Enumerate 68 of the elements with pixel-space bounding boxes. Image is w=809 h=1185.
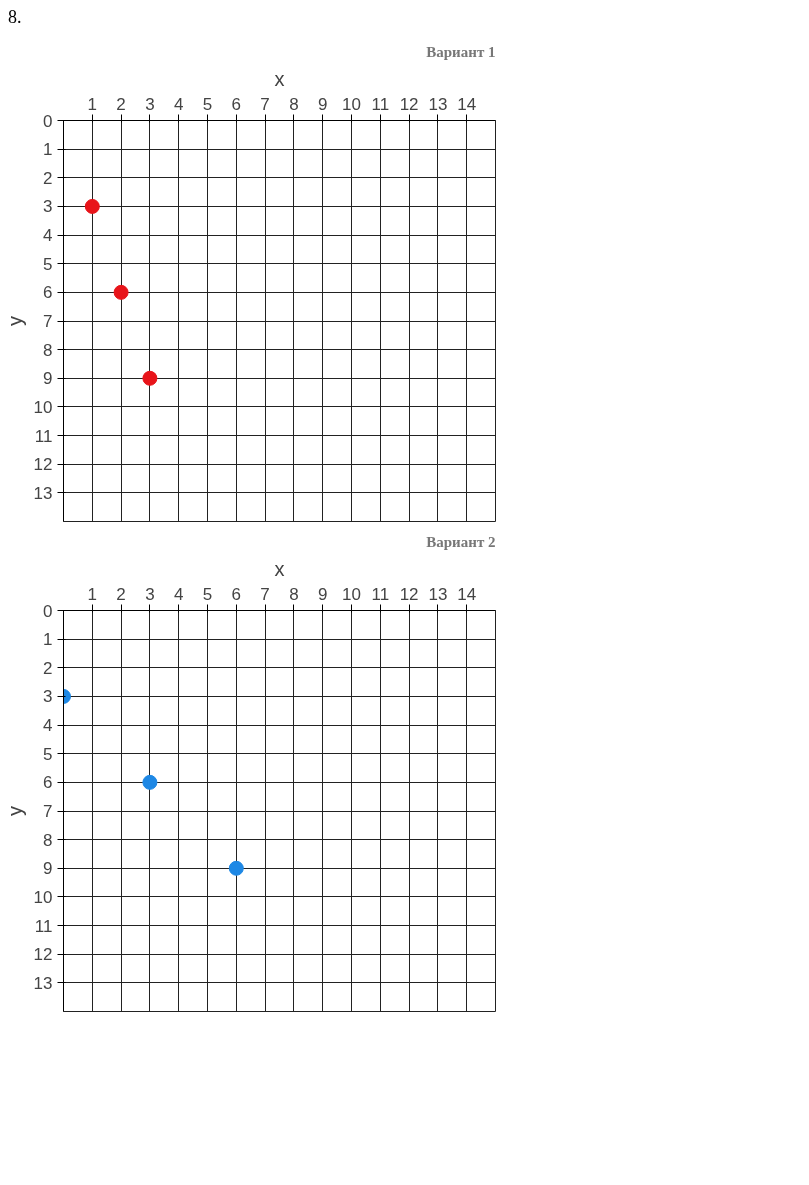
point bbox=[113, 284, 129, 300]
point bbox=[142, 774, 158, 790]
y-tick-label: 8 bbox=[43, 830, 53, 850]
y-tick-label: 1 bbox=[43, 139, 53, 159]
x-tick-label: 13 bbox=[428, 584, 448, 604]
x-tick-label: 1 bbox=[87, 584, 98, 604]
y-tick-label: 11 bbox=[34, 916, 53, 936]
y-tick-label: 11 bbox=[34, 426, 53, 446]
y-tick-label: 8 bbox=[43, 340, 53, 360]
y-tick-label: 5 bbox=[43, 254, 53, 274]
point bbox=[142, 370, 158, 386]
x-tick-label: 10 bbox=[342, 584, 361, 604]
y-axis-title: y bbox=[3, 805, 26, 816]
x-tick-label: 6 bbox=[231, 94, 242, 114]
x-tick-label: 5 bbox=[202, 94, 213, 114]
x-tick-label: 8 bbox=[289, 584, 299, 604]
y-tick-label: 4 bbox=[43, 715, 53, 735]
x-tick-label: 12 bbox=[399, 584, 419, 604]
x-tick-label: 12 bbox=[399, 94, 419, 114]
y-tick-label: 2 bbox=[43, 168, 53, 188]
y-tick-label: 0 bbox=[43, 601, 53, 621]
x-tick-label: 3 bbox=[145, 94, 155, 114]
x-tick-label: 11 bbox=[371, 94, 390, 114]
x-tick-label: 11 bbox=[371, 584, 390, 604]
y-tick-label: 3 bbox=[43, 197, 53, 217]
x-tick-label: 6 bbox=[231, 584, 242, 604]
x-tick-label: 1 bbox=[87, 94, 98, 114]
y-tick-label: 5 bbox=[43, 744, 53, 764]
x-axis-title: x bbox=[274, 557, 285, 580]
y-tick-label: 10 bbox=[33, 397, 53, 417]
y-tick-label: 12 bbox=[33, 944, 53, 964]
chart-title: Вариант 1 bbox=[426, 43, 496, 60]
y-tick-label: 10 bbox=[33, 887, 53, 907]
y-tick-label: 12 bbox=[33, 454, 53, 474]
x-tick-label: 14 bbox=[457, 584, 477, 604]
y-tick-label: 7 bbox=[43, 311, 53, 331]
x-axis-title: x bbox=[274, 67, 285, 90]
y-tick-label: 3 bbox=[43, 687, 53, 707]
x-tick-label: 4 bbox=[173, 94, 184, 114]
y-tick-label: 2 bbox=[43, 658, 53, 678]
x-tick-label: 8 bbox=[289, 94, 299, 114]
point bbox=[84, 198, 100, 214]
y-tick-label: 0 bbox=[43, 111, 53, 131]
x-tick-label: 9 bbox=[317, 94, 328, 114]
x-tick-label: 10 bbox=[342, 94, 361, 114]
y-tick-label: 13 bbox=[33, 973, 53, 993]
x-tick-label: 9 bbox=[317, 584, 328, 604]
x-tick-label: 14 bbox=[457, 94, 477, 114]
x-tick-label: 5 bbox=[202, 584, 213, 604]
chart-title: Вариант 2 bbox=[426, 533, 496, 550]
y-tick-label: 6 bbox=[43, 283, 53, 303]
y-tick-label: 6 bbox=[43, 773, 53, 793]
y-tick-label: 9 bbox=[43, 368, 53, 388]
x-tick-label: 3 bbox=[145, 584, 155, 604]
text: 8. bbox=[8, 6, 22, 29]
x-tick-label: 4 bbox=[173, 584, 184, 604]
y-tick-label: 13 bbox=[33, 483, 53, 503]
y-tick-label: 9 bbox=[43, 858, 53, 878]
y-tick-label: 4 bbox=[43, 225, 53, 245]
x-tick-label: 7 bbox=[260, 584, 270, 604]
x-tick-label: 7 bbox=[260, 94, 270, 114]
x-tick-label: 2 bbox=[116, 584, 126, 604]
y-axis-title: y bbox=[3, 315, 26, 326]
y-tick-label: 1 bbox=[43, 629, 53, 649]
y-tick-label: 7 bbox=[43, 801, 53, 821]
x-tick-label: 2 bbox=[116, 94, 126, 114]
x-tick-label: 13 bbox=[428, 94, 448, 114]
point bbox=[228, 860, 244, 876]
